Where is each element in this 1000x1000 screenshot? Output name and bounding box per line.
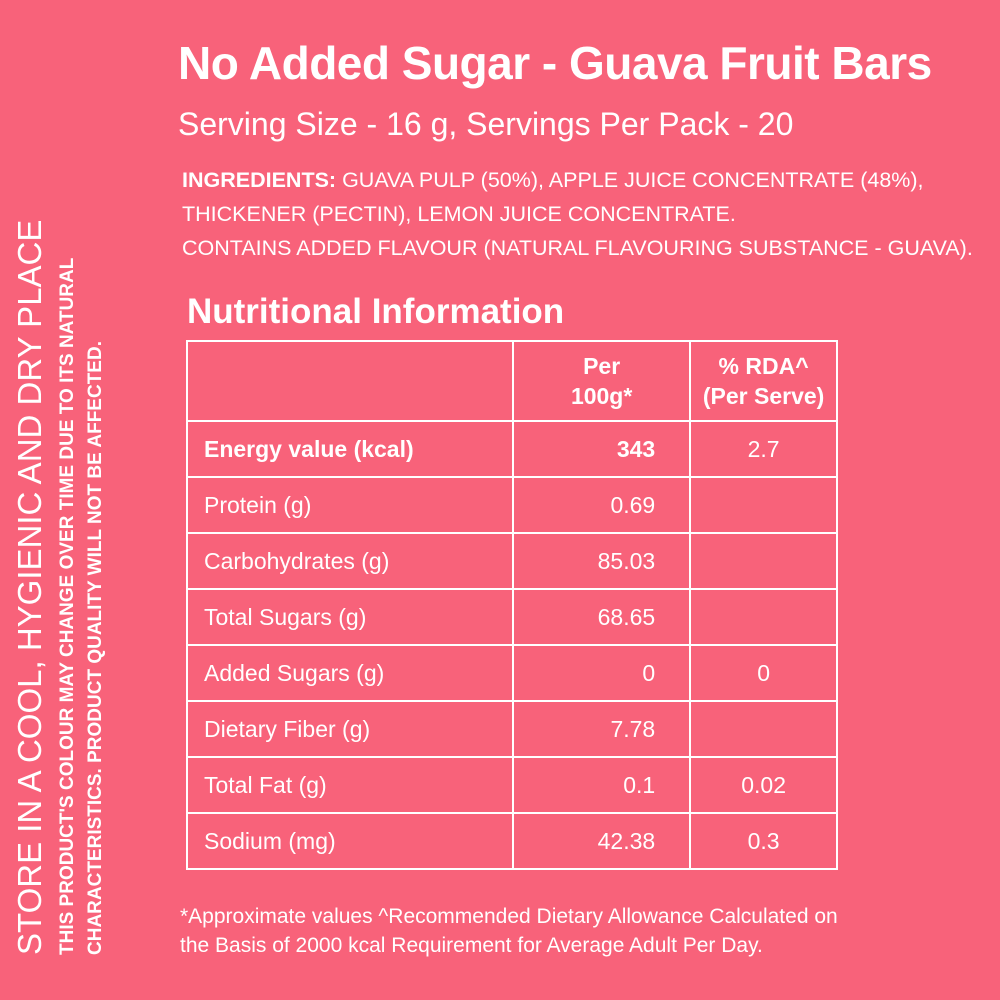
nutrient-per-100g: 7.78 [512,700,692,758]
nutrient-per-100g: 0 [512,644,692,702]
nutrient-rda: 0.02 [689,756,838,814]
header-rda-line2: (Per Serve) [702,383,825,409]
nutrient-rda: 0 [689,644,838,702]
nutrient-rda [689,532,838,590]
nutrient-name: Total Fat (g) [185,756,515,814]
ingredients-line-3: CONTAINS ADDED FLAVOUR (NATURAL FLAVOURI… [182,236,973,260]
nutrient-name: Dietary Fiber (g) [185,700,515,758]
nutrient-rda: 2.7 [689,420,838,478]
header-nutrient [185,340,515,422]
product-title: No Added Sugar - Guava Fruit Bars [178,37,932,89]
header-rda-line1: % RDA^ [718,353,809,379]
nutrient-name: Total Sugars (g) [185,588,515,646]
nutrient-name: Energy value (kcal) [185,420,515,478]
nutrient-name: Carbohydrates (g) [185,532,515,590]
header-per-100g-line1: Per [583,353,621,379]
serving-info: Serving Size - 16 g, Servings Per Pack -… [178,106,794,142]
side-panel: STORE IN A COOL, HYGIENIC AND DRY PLACE … [10,220,110,955]
footnote-line-2: the Basis of 2000 kcal Requirement for A… [180,934,763,957]
nutrition-table: Per 100g* % RDA^ (Per Serve) Energy valu… [185,340,838,870]
nutrient-per-100g: 42.38 [512,812,692,870]
storage-instruction: STORE IN A COOL, HYGIENIC AND DRY PLACE [11,219,48,955]
nutrient-per-100g: 85.03 [512,532,692,590]
nutrient-rda [689,700,838,758]
table-row: Protein (g) 0.69 [185,476,838,534]
footnote: *Approximate values ^Recommended Dietary… [180,902,838,960]
nutrient-rda [689,476,838,534]
nutrient-name: Added Sugars (g) [185,644,515,702]
colour-note-line-1: THIS PRODUCT'S COLOUR MAY CHANGE OVER TI… [57,257,78,955]
colour-note-line-2: CHARACTERISTICS. PRODUCT QUALITY WILL NO… [85,341,106,955]
nutrient-name: Protein (g) [185,476,515,534]
ingredients-label: INGREDIENTS: [182,168,337,192]
table-row: Energy value (kcal) 343 2.7 [185,420,838,478]
table-row: Total Sugars (g) 68.65 [185,588,838,646]
header-per-100g-line2: 100g* [570,383,633,409]
nutrient-rda [689,588,838,646]
table-row: Carbohydrates (g) 85.03 [185,532,838,590]
nutrient-per-100g: 343 [512,420,692,478]
ingredients-block: INGREDIENTS: GUAVA PULP (50%), APPLE JUI… [182,163,973,265]
nutrient-per-100g: 0.1 [512,756,692,814]
ingredients-line-2: THICKENER (PECTIN), LEMON JUICE CONCENTR… [182,202,736,226]
table-row: Dietary Fiber (g) 7.78 [185,700,838,758]
table-row: Added Sugars (g) 0 0 [185,644,838,702]
nutrient-name: Sodium (mg) [185,812,515,870]
ingredients-line-1: INGREDIENTS: GUAVA PULP (50%), APPLE JUI… [182,163,973,197]
header-per-100g: Per 100g* [512,340,692,422]
table-row: Sodium (mg) 42.38 0.3 [185,812,838,870]
nutrient-per-100g: 0.69 [512,476,692,534]
nutrient-per-100g: 68.65 [512,588,692,646]
header-rda: % RDA^ (Per Serve) [689,340,838,422]
nutrition-header-row: Per 100g* % RDA^ (Per Serve) [185,340,838,422]
nutrient-rda: 0.3 [689,812,838,870]
footnote-line-1: *Approximate values ^Recommended Dietary… [180,905,838,928]
nutrition-heading: Nutritional Information [187,292,565,331]
ingredients-text-1: GUAVA PULP (50%), APPLE JUICE CONCENTRAT… [336,168,924,192]
table-row: Total Fat (g) 0.1 0.02 [185,756,838,814]
